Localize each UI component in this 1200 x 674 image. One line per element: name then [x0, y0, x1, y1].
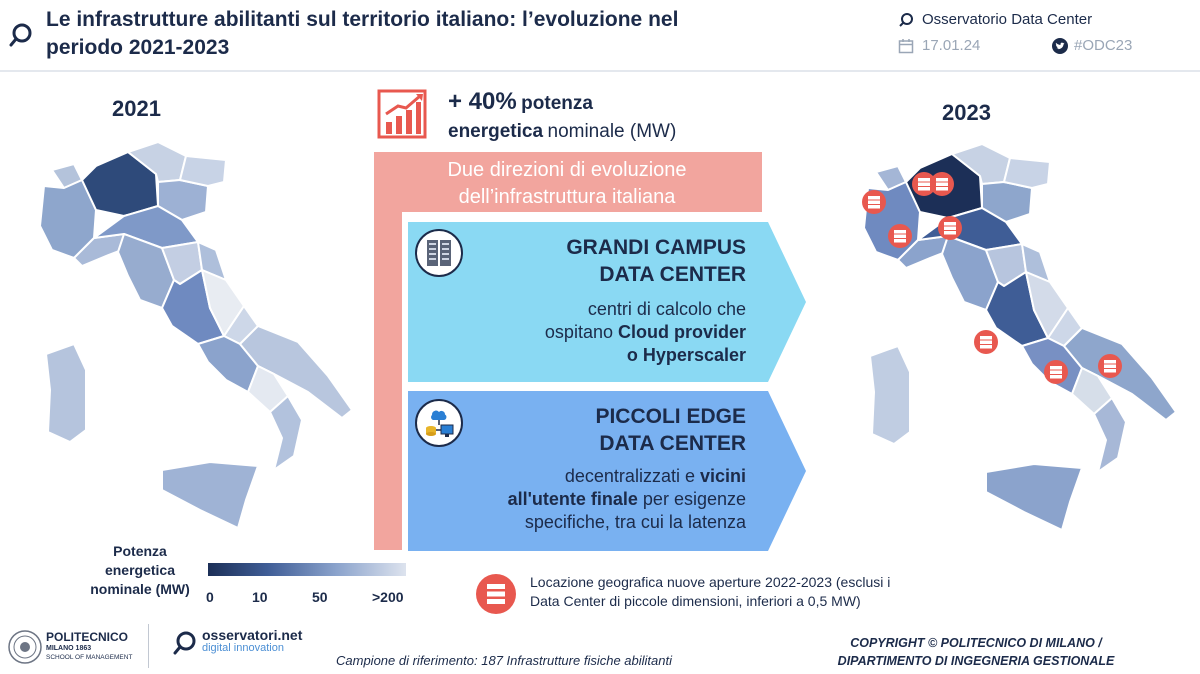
card1-body-line-1: centri di calcolo che	[587, 299, 746, 319]
title-line-2: periodo 2021-2023	[46, 36, 230, 59]
header-divider	[0, 70, 1200, 72]
directions-bracket	[374, 152, 402, 550]
year-2021-label: 2021	[112, 96, 161, 121]
stat-word-energetica: energetica	[448, 121, 544, 142]
card1-body-line-2-pre: ospitano	[544, 322, 618, 342]
card2-body-line-2-bold: all'utente finale	[507, 489, 638, 509]
server-marker-icon	[938, 216, 962, 240]
region-friuli	[1003, 157, 1051, 189]
sample-note: Campione di riferimento: 187 Infrastrutt…	[336, 653, 672, 668]
legend-gradient-bar	[208, 563, 406, 576]
directions-line-2: dell’infrastruttura italiana	[458, 186, 676, 208]
twitter-icon	[1052, 38, 1068, 54]
date-label: 17.01.24	[922, 37, 981, 54]
legend-title: Potenza energetica nominale (MW)	[70, 542, 210, 599]
directions-title: Due direzioni di evoluzione dell’infrast…	[392, 157, 742, 211]
card1-body-line-2-bold: Cloud provider	[617, 322, 746, 342]
server-marker-icon	[974, 330, 998, 354]
edge-cloud-icon	[415, 399, 463, 447]
location-note-line-2: Data Center di piccole dimensioni, infer…	[530, 593, 861, 609]
region-calabria	[269, 395, 303, 471]
card2-title-line-2: DATA CENTER	[599, 432, 746, 455]
card2-body-line-2-post: per esigenze	[637, 489, 746, 509]
card2-body-line-1-pre: decentralizzati e	[564, 466, 700, 486]
card2-body-line-3: specifiche, tra cui la latenza	[524, 512, 746, 532]
hashtag-label: #ODC23	[1074, 37, 1133, 54]
osservatori-name: osservatori.net	[202, 627, 303, 643]
card-large-campus-bg	[408, 222, 806, 382]
calendar-icon	[898, 39, 914, 54]
directions-line-1: Due direzioni di evoluzione	[447, 159, 687, 181]
polimi-sub: MILANO 1863	[46, 645, 92, 652]
stat-word-nominale: nominale (MW)	[547, 121, 677, 142]
title-line-1: Le infrastrutture abilitanti sul territo…	[46, 8, 679, 31]
location-note: Locazione geografica nuove aperture 2022…	[530, 573, 990, 611]
osservatori-sub: digital innovation	[202, 642, 284, 654]
server-marker-icon	[888, 224, 912, 248]
legend-tick-0: 0	[206, 589, 214, 605]
growth-chart-icon	[377, 89, 427, 139]
polimi-school: SCHOOL OF MANAGEMENT	[46, 654, 133, 661]
directions-banner	[374, 152, 762, 212]
legend-title-line-2: energetica	[104, 562, 176, 578]
server-rack-icon	[415, 229, 463, 277]
card1-title-line-2: DATA CENTER	[599, 263, 746, 286]
card-edge: PICCOLI EDGE DATA CENTER decentralizzati…	[430, 403, 746, 534]
server-marker-icon	[476, 574, 516, 614]
region-sardegna	[45, 343, 87, 443]
map-italy-2021	[39, 141, 353, 529]
card1-body-line-3: o Hyperscaler	[626, 345, 746, 365]
region-sicilia	[161, 461, 259, 529]
region-calabria	[1093, 397, 1127, 473]
stat-word-potenza: potenza	[521, 93, 593, 114]
search-logo-icon	[9, 23, 32, 47]
observatory-label: Osservatorio Data Center	[922, 11, 1093, 28]
year-2023-label: 2023	[942, 100, 991, 125]
card1-title-line-1: GRANDI CAMPUS	[566, 236, 746, 259]
card2-title-line-1: PICCOLI EDGE	[595, 405, 746, 428]
server-marker-icon	[1098, 354, 1122, 378]
server-marker-icon	[862, 190, 886, 214]
server-marker-icon	[912, 172, 936, 196]
map-italy-2023	[862, 143, 1177, 531]
footer-divider	[148, 624, 149, 668]
stat-value: + 40%	[448, 88, 517, 115]
region-friuli	[179, 155, 227, 187]
server-marker-icon	[930, 172, 954, 196]
card-edge-bg	[408, 391, 806, 551]
copyright-line-2: DIPARTIMENTO DI INGEGNERIA GESTIONALE	[837, 654, 1115, 668]
legend-title-line-3: nominale (MW)	[90, 581, 190, 597]
page-title: Le infrastrutture abilitanti sul territo…	[46, 6, 866, 62]
legend-title-line-1: Potenza	[113, 543, 167, 559]
copyright: COPYRIGHT © POLITECNICO DI MILANO / DIPA…	[826, 634, 1126, 670]
magnifier-icon	[899, 13, 913, 27]
legend-tick-10: 10	[252, 589, 268, 605]
polimi-name: POLITECNICO	[46, 630, 129, 644]
legend-tick-50: 50	[312, 589, 328, 605]
server-marker-icon	[1044, 360, 1068, 384]
region-sicilia	[985, 463, 1083, 531]
copyright-line-1: COPYRIGHT © POLITECNICO DI MILANO /	[850, 636, 1102, 650]
card2-body-line-1-bold: vicini	[699, 466, 746, 486]
card-large-campus: GRANDI CAMPUS DATA CENTER centri di calc…	[476, 234, 746, 367]
osservatori-logo-icon	[173, 631, 196, 655]
new-openings-markers	[862, 172, 1122, 384]
legend-tick-200: >200	[372, 589, 404, 605]
region-sardegna	[869, 345, 911, 445]
polimi-seal-icon	[8, 630, 42, 664]
location-note-line-1: Locazione geografica nuove aperture 2022…	[530, 574, 891, 590]
